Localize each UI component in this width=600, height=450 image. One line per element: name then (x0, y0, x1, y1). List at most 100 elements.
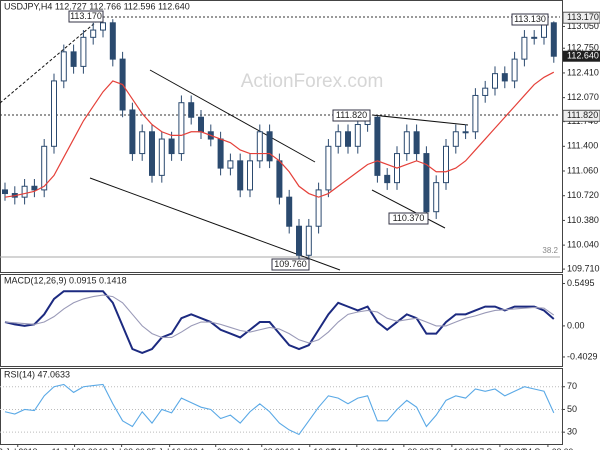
channel-line (149, 69, 316, 163)
y-tick-label: 112.070 (567, 92, 599, 102)
panel-title: RSI(14) 47.0633 (4, 369, 70, 379)
y-tick-label: 50 (567, 404, 577, 414)
candle-body (139, 131, 146, 155)
x-tick-label: 24 Aug 00:00 (332, 446, 382, 450)
candle-body (256, 131, 263, 162)
candle-body (452, 131, 459, 147)
y-tick-label: 0.5495 (567, 278, 595, 288)
candle-body (413, 131, 420, 155)
candle-body (550, 22, 557, 57)
candle-body (374, 116, 381, 176)
candle-body (384, 174, 391, 184)
x-tick-label: 9 Aug 08:00 (239, 446, 285, 450)
candle-body (403, 131, 410, 155)
x-tick-label: 17 Sep 00:00 (475, 446, 526, 450)
triangle-line (371, 189, 446, 229)
annotation-box (388, 212, 429, 225)
candle-body (158, 138, 165, 176)
annotation: 109.760 (274, 259, 307, 269)
level-label: 113.170 (567, 12, 599, 22)
indicator-line (4, 290, 555, 354)
x-tick-label: 25 Jul 16:00 (146, 446, 193, 450)
annotation: 113.170 (70, 11, 102, 21)
candle-body (345, 131, 351, 147)
annotation: 38.2 (542, 246, 558, 255)
x-tick-label: 3 Jul 2018 (0, 446, 38, 450)
candle-body (51, 80, 57, 147)
candle-body (109, 22, 116, 60)
candle-body (305, 225, 312, 256)
candle-body (90, 29, 97, 38)
rsi-panel (0, 368, 563, 445)
current-price-box (563, 50, 600, 62)
candle-body (149, 131, 155, 176)
x-tick-label: 31 Aug 08:00 (379, 446, 429, 450)
annotation-box (271, 258, 310, 271)
candle-body (60, 51, 67, 82)
candle-body (433, 182, 440, 213)
marks: 113.050112.750112.410112.070111.740111.4… (0, 11, 600, 450)
candle-body (276, 160, 283, 198)
candle-body (296, 225, 302, 256)
candle-body (335, 131, 342, 147)
candle-body (286, 196, 293, 227)
triangle-line (371, 114, 469, 126)
candle-body (492, 73, 498, 89)
level-label: 111.820 (567, 110, 598, 120)
candle-body (482, 87, 489, 96)
annotation-box (68, 10, 104, 23)
candle-body (188, 102, 195, 118)
y-tick-label: 110.720 (567, 190, 599, 200)
price-panel (0, 0, 563, 273)
y-tick-label: 109.710 (567, 263, 600, 273)
trend-line (0, 21, 97, 104)
annotation: 113.130 (514, 14, 546, 24)
candle-body (423, 153, 430, 213)
level-box (562, 109, 600, 122)
candle-body (266, 131, 273, 162)
candle-body (168, 138, 175, 155)
x-tick-label: 16 Aug 16:00 (285, 446, 335, 450)
x-tick-label: 11 Jul 00:00 (52, 446, 98, 450)
macd-panel (0, 274, 563, 367)
candle-body (472, 94, 479, 133)
candle-body (247, 160, 253, 191)
y-tick-label: 30 (567, 427, 577, 437)
candle-body (511, 58, 518, 82)
y-tick-label: 113.050 (567, 21, 599, 31)
moving-average (4, 71, 555, 198)
candle-body (462, 131, 469, 134)
indicator-line (4, 294, 555, 344)
annotation-box (332, 109, 371, 122)
candle-body (521, 36, 528, 60)
annotation: 110.370 (393, 213, 425, 223)
candle-body (21, 185, 28, 198)
candle-body (237, 160, 244, 191)
panel-title: MACD(12,26,9) 0.0915 0.1418 (4, 275, 127, 285)
candle-body (501, 73, 508, 82)
annotation: 111.820 (336, 110, 367, 120)
x-tick-label: 24 Sep 08:00 (523, 446, 574, 450)
candle-body (315, 189, 322, 227)
indicator-line (4, 383, 555, 436)
panel-title: USDJPY,H4 112.727 112.766 112.596 112.64… (4, 1, 190, 11)
y-tick-label: 110.040 (567, 239, 599, 249)
candle-body (31, 185, 38, 191)
level-box (562, 11, 600, 24)
candle-body (41, 145, 48, 191)
candle-body (178, 102, 185, 155)
candle-body (129, 109, 136, 155)
candle-body (227, 160, 234, 169)
x-tick-label: 2 Aug 00:00 (193, 446, 239, 450)
current-price-label: 112.640 (567, 51, 599, 61)
y-tick-label: 70 (567, 381, 577, 391)
y-tick-label: -0.4029 (567, 351, 598, 361)
candle-body (70, 51, 77, 67)
candle-body (217, 138, 224, 169)
candle-body (198, 116, 204, 133)
y-tick-label: 112.410 (567, 67, 599, 77)
candle-body (2, 189, 8, 195)
y-tick-label: 0.00 (567, 320, 585, 330)
